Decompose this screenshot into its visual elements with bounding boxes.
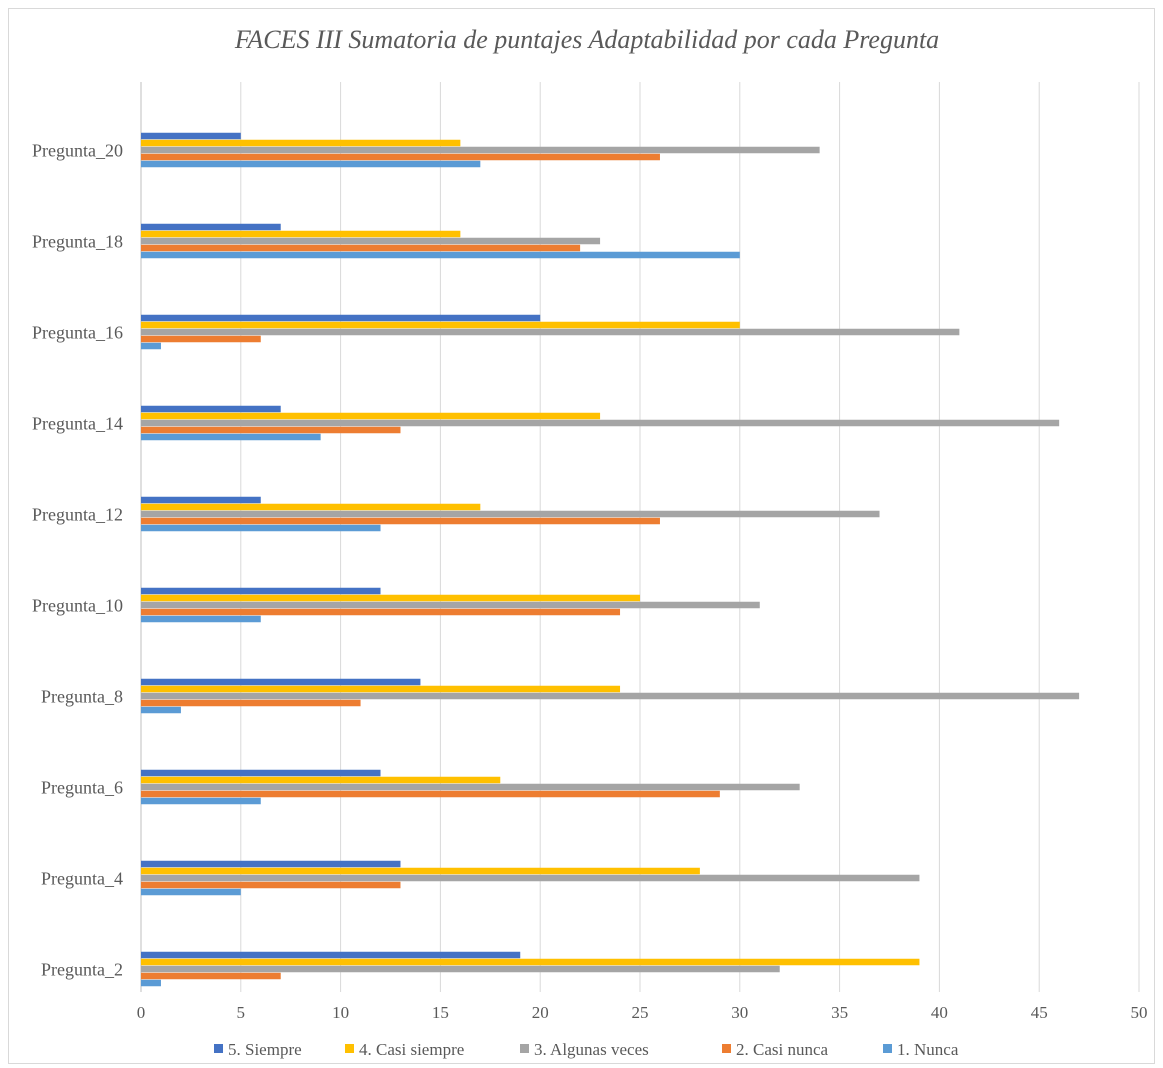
x-tick-label: 20 [532, 1003, 549, 1022]
category-label: Pregunta_12 [32, 504, 123, 524]
x-tick-label: 5 [237, 1003, 246, 1022]
legend-label: 3. Algunas veces [534, 1040, 649, 1059]
bar [141, 881, 401, 889]
x-tick-label: 30 [731, 1003, 748, 1022]
bar [141, 405, 281, 413]
chart-title: FACES III Sumatoria de puntajes Adaptabi… [234, 25, 939, 54]
bar [141, 790, 720, 798]
bar [141, 776, 501, 784]
legend-swatch [883, 1044, 892, 1053]
bar [141, 874, 920, 882]
category-label: Pregunta_10 [32, 595, 123, 615]
bar [141, 685, 621, 693]
bar [141, 153, 660, 161]
bar [141, 223, 281, 231]
bar [141, 517, 660, 525]
bar [141, 160, 481, 168]
bar [141, 321, 740, 329]
bar [141, 699, 361, 707]
bar [141, 615, 261, 623]
legend: 5. Siempre 4. Casi siempre 3. Algunas vece… [214, 1040, 959, 1059]
x-tick-label: 10 [332, 1003, 349, 1022]
legend-label: 1. Nunca [897, 1040, 959, 1059]
bar [141, 426, 401, 434]
bar [141, 692, 1080, 700]
category-label: Pregunta_2 [41, 959, 123, 979]
x-tick-label: 35 [831, 1003, 848, 1022]
bar [141, 797, 261, 805]
legend-swatch [520, 1044, 529, 1053]
legend-label: 4. Casi siempre [359, 1040, 464, 1059]
bar [141, 951, 521, 959]
legend-label: 2. Casi nunca [736, 1040, 829, 1059]
legend-swatch [722, 1044, 731, 1053]
bar [141, 244, 581, 252]
bar [141, 594, 640, 602]
category-label: Pregunta_14 [32, 413, 123, 433]
x-tick-label: 45 [1031, 1003, 1048, 1022]
legend-label: 5. Siempre [228, 1040, 302, 1059]
category-label: Pregunta_8 [41, 686, 123, 706]
bar [141, 328, 960, 336]
bar [141, 342, 161, 350]
bar [141, 601, 760, 609]
bar [141, 587, 381, 595]
bar [141, 433, 321, 441]
bar [141, 230, 461, 238]
bar [141, 503, 481, 511]
bar [141, 769, 381, 777]
bar [141, 888, 241, 896]
bar [141, 139, 461, 147]
x-tick-label: 15 [432, 1003, 449, 1022]
bars [141, 132, 1080, 987]
x-tick-labels: 0 5 10 15 20 25 30 35 40 45 50 [137, 1003, 1148, 1022]
x-tick-label: 0 [137, 1003, 146, 1022]
legend-swatch [214, 1044, 223, 1053]
bar [141, 335, 261, 343]
bar [141, 146, 820, 154]
x-tick-label: 40 [931, 1003, 948, 1022]
bar [141, 860, 401, 868]
gridlines [140, 82, 1140, 992]
bar [141, 608, 621, 616]
x-tick-label: 25 [632, 1003, 649, 1022]
category-label: Pregunta_16 [32, 322, 123, 342]
category-label: Pregunta_4 [41, 868, 123, 888]
bar [141, 237, 601, 245]
bar [141, 783, 800, 791]
legend-swatch [345, 1044, 354, 1053]
bar [141, 412, 601, 420]
bar [141, 678, 421, 686]
bar [141, 524, 381, 532]
bar [141, 496, 261, 504]
category-label: Pregunta_20 [32, 140, 123, 160]
bar [141, 867, 700, 875]
category-label: Pregunta_18 [32, 231, 123, 251]
bar [141, 979, 161, 987]
x-tick-label: 50 [1131, 1003, 1148, 1022]
bar [141, 706, 181, 714]
bar [141, 419, 1060, 427]
bar [141, 132, 241, 140]
bar [141, 972, 281, 980]
bar [141, 510, 880, 518]
category-label: Pregunta_6 [41, 777, 123, 797]
category-labels: Pregunta_2 Pregunta_4 Pregunta_6 Pregunta_8… [32, 140, 123, 979]
bar [141, 958, 920, 966]
bar [141, 251, 740, 259]
bar [141, 965, 780, 973]
bar [141, 314, 541, 322]
